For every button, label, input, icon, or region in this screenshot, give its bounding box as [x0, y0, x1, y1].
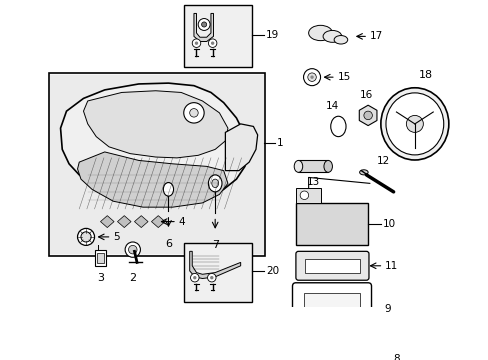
- Text: 3: 3: [97, 273, 104, 283]
- Polygon shape: [61, 83, 247, 204]
- Circle shape: [210, 276, 213, 279]
- Text: 7: 7: [211, 240, 218, 250]
- Text: 15: 15: [337, 72, 350, 82]
- Circle shape: [194, 41, 198, 45]
- Circle shape: [201, 22, 206, 27]
- FancyBboxPatch shape: [295, 251, 368, 280]
- Text: 17: 17: [369, 31, 382, 41]
- Polygon shape: [194, 13, 213, 41]
- Polygon shape: [117, 216, 131, 228]
- Circle shape: [81, 232, 91, 242]
- Ellipse shape: [308, 25, 332, 41]
- Ellipse shape: [323, 161, 332, 172]
- Bar: [295, 203, 367, 246]
- Circle shape: [193, 276, 196, 279]
- Text: 13: 13: [306, 177, 320, 188]
- Circle shape: [183, 103, 203, 123]
- Circle shape: [198, 18, 210, 31]
- Bar: [305, 259, 359, 273]
- Polygon shape: [83, 91, 227, 158]
- Circle shape: [207, 274, 216, 282]
- Polygon shape: [225, 124, 257, 171]
- Bar: [183, 5, 251, 67]
- Circle shape: [300, 191, 308, 199]
- Ellipse shape: [385, 93, 443, 155]
- Ellipse shape: [380, 88, 448, 160]
- Bar: [298, 161, 327, 172]
- Circle shape: [189, 109, 198, 117]
- Text: 2: 2: [129, 273, 136, 283]
- Bar: [295, 188, 321, 203]
- Ellipse shape: [163, 183, 173, 196]
- Bar: [97, 253, 103, 263]
- Text: 1: 1: [276, 139, 283, 148]
- Circle shape: [192, 39, 201, 48]
- Text: 10: 10: [382, 219, 395, 229]
- Ellipse shape: [323, 31, 341, 42]
- Polygon shape: [359, 105, 376, 126]
- Text: 18: 18: [418, 70, 432, 80]
- FancyBboxPatch shape: [292, 333, 371, 360]
- Text: 16: 16: [359, 90, 372, 100]
- Circle shape: [190, 274, 199, 282]
- Ellipse shape: [333, 36, 347, 44]
- Bar: [94, 251, 106, 266]
- Circle shape: [303, 69, 320, 86]
- Text: 9: 9: [384, 304, 390, 314]
- Ellipse shape: [330, 116, 346, 137]
- Text: 14: 14: [325, 101, 338, 111]
- Text: 4: 4: [178, 217, 185, 226]
- Text: 11: 11: [385, 261, 398, 271]
- Bar: [304, 293, 359, 325]
- Circle shape: [128, 246, 137, 254]
- Ellipse shape: [359, 170, 367, 175]
- Circle shape: [307, 73, 316, 81]
- Polygon shape: [134, 216, 148, 228]
- Text: 20: 20: [265, 266, 279, 276]
- Text: 12: 12: [376, 156, 389, 166]
- Circle shape: [125, 242, 140, 257]
- Circle shape: [208, 39, 217, 48]
- Circle shape: [310, 76, 313, 79]
- Text: 8: 8: [392, 354, 399, 360]
- Circle shape: [210, 41, 214, 45]
- Polygon shape: [100, 216, 114, 228]
- Text: 5: 5: [113, 232, 120, 242]
- Circle shape: [406, 116, 423, 132]
- Text: 19: 19: [265, 30, 279, 40]
- Polygon shape: [189, 251, 240, 279]
- Circle shape: [78, 228, 94, 246]
- Ellipse shape: [211, 179, 218, 188]
- FancyBboxPatch shape: [292, 283, 371, 336]
- Bar: [50, 75, 263, 254]
- Polygon shape: [151, 216, 165, 228]
- Ellipse shape: [208, 175, 222, 192]
- Circle shape: [363, 111, 371, 120]
- Bar: [183, 243, 251, 302]
- Text: 6: 6: [164, 239, 172, 249]
- Ellipse shape: [294, 161, 302, 172]
- Bar: [49, 73, 265, 256]
- Polygon shape: [78, 152, 227, 207]
